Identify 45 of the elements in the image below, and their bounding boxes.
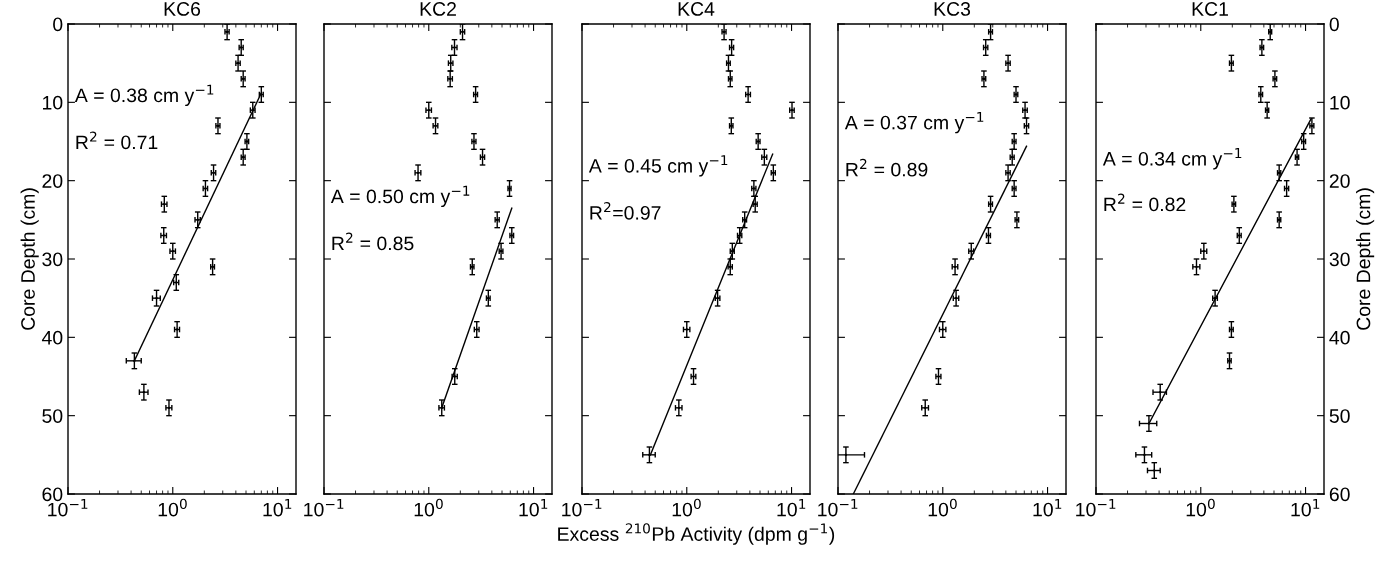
x-tick-label: 10$^{0}$ <box>158 498 187 517</box>
y-axis-title: Core Depth (cm) <box>20 188 39 330</box>
chart-title: KC2 <box>420 2 456 16</box>
y-tick-label: 0 <box>53 17 63 32</box>
x-axis-title: Excess $^{210}$Pb Activity (dpm g$^{−1}$) <box>558 523 835 545</box>
y-tick-label: 20 <box>42 174 63 188</box>
annotation: R$^{2}$ = 0.85 <box>332 232 414 251</box>
annotation: R$^{2}$ = 0.71 <box>76 131 158 150</box>
annotation: A = 0.34 cm y$^{−1}$ <box>1102 148 1242 170</box>
x-tick-label: 10$^{1}$ <box>777 498 806 517</box>
x-tick-label: 10$^{1}$ <box>263 498 292 517</box>
y-tick-label: 10 <box>43 95 63 110</box>
annotation: R$^{2}$ = 0.89 <box>846 158 928 177</box>
y2-tick-label: 50 <box>1329 409 1350 423</box>
chart-title: KC1 <box>1192 2 1228 16</box>
x-tick-label: 10$^{1}$ <box>519 498 548 517</box>
y2-axis-title: Core Depth (cm) <box>1356 188 1375 330</box>
y2-tick-label: 20 <box>1329 174 1350 188</box>
annotation: A = 0.37 cm y$^{−1}$ <box>844 111 984 134</box>
x-tick-label: 10$^{0}$ <box>928 498 957 517</box>
chart-title: KC4 <box>678 2 715 16</box>
y-tick-label: 30 <box>42 252 63 267</box>
y2-tick-label: 30 <box>1329 252 1350 267</box>
chart-title: KC3 <box>934 2 971 16</box>
y2-tick-label: 10 <box>1330 95 1350 110</box>
y2-tick-label: 40 <box>1329 330 1350 345</box>
y2-tick-label: 0 <box>1329 17 1339 32</box>
annotation: A = 0.45 cm y$^{−1}$ <box>588 155 728 177</box>
x-tick-label: 10$^{−1}$ <box>818 498 858 517</box>
y-tick-label: 40 <box>41 330 63 345</box>
x-tick-label: 10$^{0}$ <box>414 498 443 517</box>
chart-title: KC6 <box>164 2 201 16</box>
annotation: A = 0.38 cm y$^{−1}$ <box>74 84 214 107</box>
x-tick-label: 10$^{1}$ <box>1033 498 1062 517</box>
annotation: A = 0.50 cm y$^{−1}$ <box>330 185 470 208</box>
x-tick-label: 10$^{−1}$ <box>1076 498 1116 517</box>
x-tick-label: 10$^{−1}$ <box>562 498 602 517</box>
x-tick-label: 10$^{0}$ <box>672 498 701 517</box>
x-tick-label: 10$^{0}$ <box>1186 498 1215 517</box>
x-tick-label: 10$^{−1}$ <box>304 498 344 517</box>
x-tick-label: 10$^{1}$ <box>1291 498 1320 517</box>
y-tick-label: 50 <box>42 409 63 423</box>
annotation: R$^{2}$=0.97 <box>590 202 661 220</box>
y2-tick-label: 60 <box>1329 487 1350 502</box>
annotation: R$^{2}$ = 0.82 <box>1104 193 1186 212</box>
